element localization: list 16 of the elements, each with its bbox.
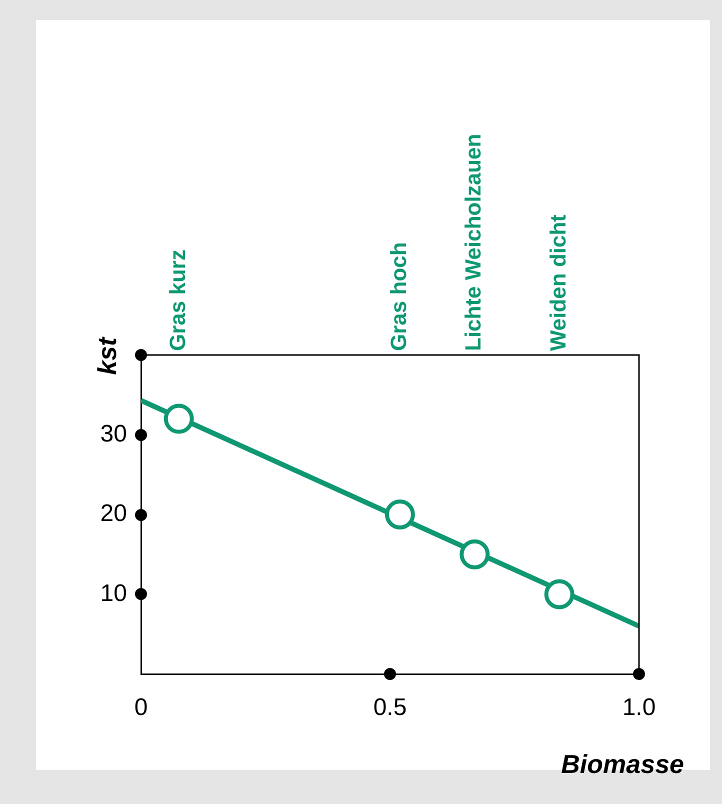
x-tick-label: 1.0	[622, 694, 656, 722]
x-axis-title: Biomasse	[561, 749, 684, 780]
text: Lichte Weicholzauen	[460, 134, 486, 351]
x-tick-label: 0	[134, 694, 148, 722]
text: Gras hoch	[386, 242, 412, 351]
y-axis-title: kst	[92, 336, 122, 375]
text: Weiden dicht	[545, 214, 570, 351]
text: Gras kurz	[164, 250, 190, 351]
y-tick-label: 10	[100, 580, 127, 607]
point	[544, 579, 574, 610]
y-tick-label: 30	[100, 420, 127, 448]
y-tick-label: 20	[100, 500, 127, 528]
point	[384, 500, 415, 530]
point	[164, 404, 194, 434]
x-tick-label: 0.5	[373, 694, 407, 722]
point	[460, 539, 490, 570]
